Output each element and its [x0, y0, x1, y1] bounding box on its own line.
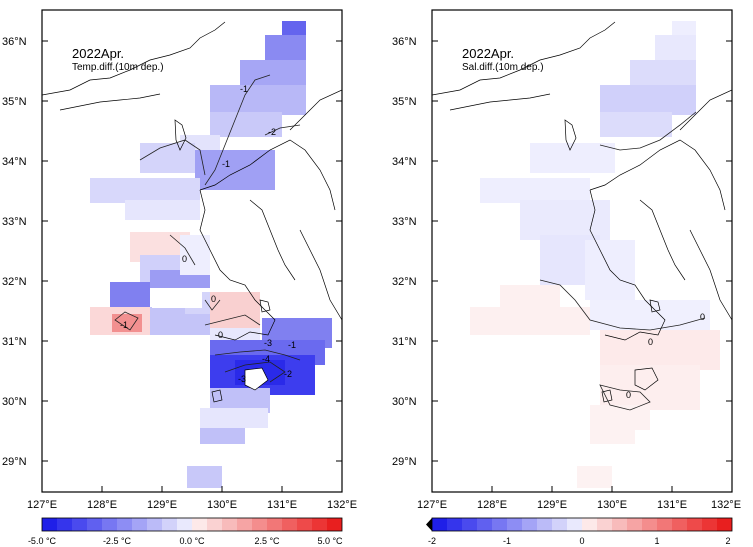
left-map-frame	[41, 9, 343, 493]
left-contour-labels: -1 -2 -1 0 0 0 -1 -3 -4 -3 -2 -1	[120, 84, 296, 384]
lat-label: 36°N	[392, 36, 417, 48]
lon-label: 129°E	[537, 499, 567, 511]
left-contours	[114, 74, 301, 383]
contour-label: 0	[218, 330, 223, 340]
lat-label: 30°N	[392, 396, 417, 408]
contour-label: -1	[288, 340, 296, 350]
right-map-panel: 0 0 0 2022Apr. Sal.diff.(10m dep.) 36°N …	[392, 9, 741, 546]
contour-label: -1	[120, 320, 128, 330]
lon-label: 131°E	[657, 499, 687, 511]
lat-label: 36°N	[2, 36, 27, 48]
right-panel-title: 2022Apr.	[462, 46, 514, 61]
left-panel-title: 2022Apr.	[72, 46, 124, 61]
lat-label: 34°N	[392, 156, 417, 168]
colorbar-label: -1	[503, 536, 511, 546]
right-lat-axis	[432, 40, 732, 462]
colorbar-label: -2	[428, 536, 436, 546]
colorbar-label: -5.0 °C	[28, 536, 57, 546]
right-lat-labels: 36°N 35°N 34°N 33°N 32°N 31°N 30°N 29°N	[392, 36, 417, 468]
lon-label: 130°E	[597, 499, 627, 511]
right-salinity-field	[470, 21, 720, 488]
colorbar-label: 2.5 °C	[254, 536, 280, 546]
contour-label: -1	[240, 84, 248, 94]
left-coastline	[42, 21, 342, 403]
right-contours	[539, 111, 706, 411]
left-lat-labels: 36°N 35°N 34°N 33°N 32°N 31°N 30°N 29°N	[2, 36, 27, 468]
lon-label: 130°E	[207, 499, 237, 511]
right-map-frame	[431, 9, 733, 493]
lon-label: 132°E	[327, 499, 357, 511]
lon-label: 128°E	[477, 499, 507, 511]
contour-label: 0	[648, 337, 653, 347]
lat-label: 29°N	[392, 456, 417, 468]
colorbar-label: 2	[725, 536, 730, 546]
right-coastline	[432, 21, 732, 403]
left-lon-axis	[41, 486, 343, 492]
lat-label: 29°N	[2, 456, 27, 468]
contour-label: -2	[284, 369, 292, 379]
right-contour-labels: 0 0 0	[626, 312, 705, 400]
contour-label: 0	[211, 294, 216, 304]
lon-label: 127°E	[27, 499, 57, 511]
left-lat-axis	[42, 40, 342, 462]
right-colorbar: -2 -1 0 1 2	[426, 517, 733, 546]
left-map-panel: -1 -2 -1 0 0 0 -1 -3 -4 -3 -2 -1 2022Apr…	[2, 9, 357, 546]
left-temperature-field	[90, 21, 332, 488]
lat-label: 33°N	[392, 216, 417, 228]
colorbar-label: -2.5 °C	[103, 536, 132, 546]
lat-label: 30°N	[2, 396, 27, 408]
lon-label: 129°E	[147, 499, 177, 511]
contour-label: -2	[268, 127, 276, 137]
right-lon-labels: 127°E 128°E 129°E 130°E 131°E 132°E	[417, 499, 741, 511]
lat-label: 31°N	[2, 336, 27, 348]
contour-label: -1	[222, 159, 230, 169]
lat-label: 34°N	[2, 156, 27, 168]
colorbar-label: 1	[654, 536, 659, 546]
right-panel-subtitle: Sal.diff.(10m dep.)	[462, 62, 544, 73]
lat-label: 35°N	[2, 96, 27, 108]
lon-label: 127°E	[417, 499, 447, 511]
contour-label: 0	[626, 390, 631, 400]
colorbar-label: 5.0 °C	[317, 536, 343, 546]
lon-label: 128°E	[87, 499, 117, 511]
colorbar-label: 0	[579, 536, 584, 546]
right-lon-axis	[431, 486, 733, 492]
lat-label: 32°N	[2, 276, 27, 288]
lat-label: 31°N	[392, 336, 417, 348]
left-colorbar: -5.0 °C -2.5 °C 0.0 °C 2.5 °C 5.0 °C	[28, 517, 343, 546]
contour-label: -3	[238, 374, 246, 384]
colorbar-label: 0.0 °C	[179, 536, 205, 546]
lat-label: 35°N	[392, 96, 417, 108]
left-panel-subtitle: Temp.diff.(10m dep.)	[72, 62, 164, 73]
left-lon-labels: 127°E 128°E 129°E 130°E 131°E 132°E	[27, 499, 357, 511]
lon-label: 132°E	[711, 499, 741, 511]
contour-label: -4	[262, 354, 270, 364]
lon-label: 131°E	[267, 499, 297, 511]
contour-label: 0	[182, 254, 187, 264]
lat-label: 33°N	[2, 216, 27, 228]
contour-label: -3	[264, 338, 272, 348]
lat-label: 32°N	[392, 276, 417, 288]
contour-label: 0	[700, 312, 705, 322]
